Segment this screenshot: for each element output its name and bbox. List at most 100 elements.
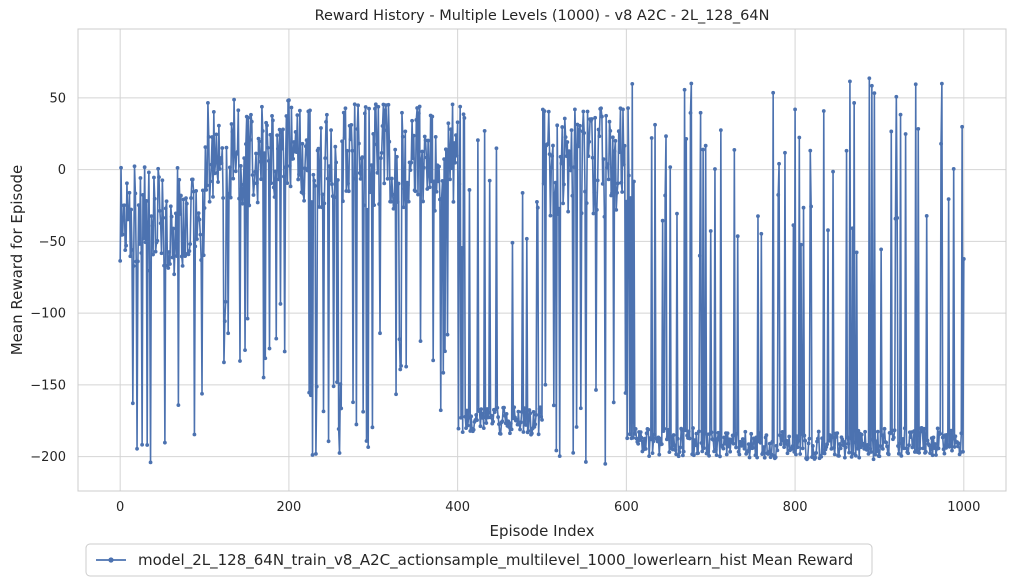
data-point bbox=[222, 319, 227, 324]
data-point bbox=[707, 453, 711, 458]
data-point bbox=[950, 448, 954, 453]
data-point bbox=[682, 87, 687, 92]
data-point bbox=[481, 426, 486, 431]
data-point bbox=[806, 441, 811, 446]
data-point bbox=[502, 405, 506, 410]
data-point bbox=[784, 438, 789, 443]
data-point bbox=[295, 113, 300, 118]
data-point bbox=[177, 177, 182, 182]
data-point bbox=[716, 430, 721, 435]
data-point bbox=[395, 200, 400, 204]
data-point bbox=[478, 424, 483, 429]
data-point bbox=[270, 114, 274, 118]
data-point bbox=[196, 211, 201, 216]
data-point bbox=[563, 135, 568, 140]
data-point bbox=[754, 435, 759, 440]
data-point bbox=[188, 242, 193, 246]
data-point bbox=[767, 450, 771, 454]
data-point bbox=[554, 448, 559, 453]
data-point bbox=[376, 104, 381, 109]
data-point bbox=[623, 391, 628, 395]
data-point bbox=[538, 405, 543, 410]
data-point bbox=[621, 162, 626, 167]
data-point bbox=[884, 440, 889, 445]
data-point bbox=[261, 375, 266, 380]
x-tick-labels: 0 200 400 600 800 1000 bbox=[116, 500, 980, 515]
data-point bbox=[301, 191, 306, 196]
data-point bbox=[217, 167, 222, 171]
data-point bbox=[939, 81, 944, 86]
data-point bbox=[868, 446, 873, 451]
data-point bbox=[132, 164, 137, 169]
data-point bbox=[163, 206, 168, 211]
data-point bbox=[798, 452, 803, 456]
data-point bbox=[380, 124, 385, 128]
data-point bbox=[594, 207, 599, 212]
data-point bbox=[700, 449, 705, 454]
data-point bbox=[139, 251, 144, 255]
data-point bbox=[418, 339, 423, 343]
data-point bbox=[312, 178, 317, 183]
data-point bbox=[218, 156, 223, 160]
data-point bbox=[556, 212, 560, 217]
data-point bbox=[859, 432, 864, 437]
data-point bbox=[475, 138, 480, 143]
data-point bbox=[421, 199, 425, 204]
y-tick-label: −200 bbox=[30, 450, 66, 465]
data-point bbox=[810, 444, 815, 448]
data-point bbox=[398, 367, 403, 372]
data-point bbox=[400, 110, 404, 115]
data-point bbox=[722, 435, 727, 440]
data-point bbox=[208, 179, 213, 184]
data-point bbox=[215, 171, 220, 175]
data-point bbox=[257, 139, 262, 144]
data-point bbox=[489, 413, 494, 418]
data-point bbox=[606, 177, 611, 182]
data-point bbox=[842, 455, 847, 460]
data-point bbox=[491, 419, 495, 424]
data-point bbox=[923, 449, 928, 454]
data-point bbox=[901, 437, 905, 441]
data-point bbox=[879, 247, 884, 252]
data-point bbox=[410, 118, 414, 123]
data-point bbox=[230, 129, 235, 134]
data-point bbox=[617, 150, 622, 155]
data-point bbox=[448, 177, 452, 182]
data-point bbox=[267, 346, 272, 351]
data-point bbox=[578, 123, 582, 128]
data-point bbox=[289, 105, 294, 110]
data-point bbox=[342, 136, 347, 140]
data-point bbox=[853, 440, 857, 445]
data-point bbox=[369, 163, 374, 168]
data-point bbox=[285, 181, 290, 186]
data-point bbox=[246, 115, 251, 120]
data-point bbox=[703, 143, 708, 148]
data-point bbox=[706, 449, 711, 454]
data-point bbox=[200, 391, 204, 396]
data-point bbox=[251, 193, 256, 197]
data-point bbox=[612, 149, 617, 154]
data-point bbox=[581, 109, 586, 114]
data-point bbox=[570, 193, 575, 198]
data-point bbox=[807, 436, 812, 441]
data-point bbox=[178, 212, 182, 216]
data-point bbox=[875, 449, 879, 454]
data-point bbox=[431, 358, 436, 363]
data-point bbox=[608, 129, 613, 133]
data-point bbox=[702, 446, 706, 451]
data-point bbox=[802, 433, 807, 438]
data-point bbox=[393, 147, 398, 152]
data-point bbox=[533, 422, 538, 427]
data-point bbox=[358, 176, 363, 181]
data-point bbox=[631, 435, 636, 440]
data-point bbox=[524, 423, 528, 427]
y-tick-label: −150 bbox=[30, 378, 66, 393]
data-point bbox=[535, 205, 540, 210]
data-point bbox=[426, 138, 431, 143]
data-point bbox=[709, 430, 714, 435]
data-point bbox=[397, 337, 402, 342]
data-point bbox=[303, 166, 307, 171]
data-point bbox=[528, 411, 533, 416]
data-point bbox=[198, 232, 203, 237]
data-point bbox=[627, 432, 632, 437]
